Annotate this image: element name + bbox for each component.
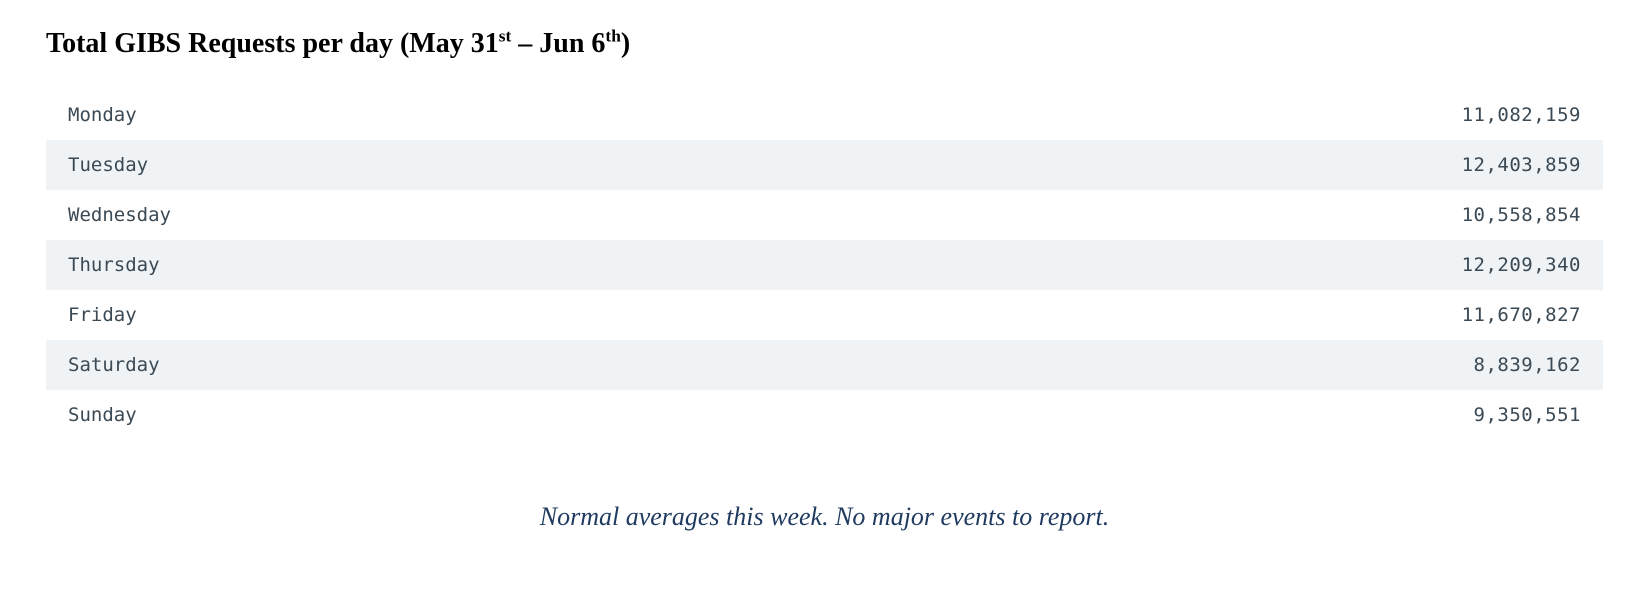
day-value: 9,350,551 <box>1474 404 1581 426</box>
day-label: Tuesday <box>68 154 148 176</box>
title-prefix: Total GIBS Requests per day (May 31 <box>46 28 499 59</box>
footer-note: Normal averages this week. No major even… <box>46 502 1603 532</box>
table-row: Friday 11,670,827 <box>46 290 1603 340</box>
title-mid: – Jun 6 <box>511 28 605 59</box>
page: Total GIBS Requests per day (May 31st – … <box>0 0 1649 572</box>
table-row: Thursday 12,209,340 <box>46 240 1603 290</box>
day-value: 12,209,340 <box>1462 254 1581 276</box>
title-sup1: st <box>499 27 512 46</box>
requests-table: Monday 11,082,159 Tuesday 12,403,859 Wed… <box>46 90 1603 440</box>
day-value: 11,082,159 <box>1462 104 1581 126</box>
day-value: 12,403,859 <box>1462 154 1581 176</box>
table-row: Tuesday 12,403,859 <box>46 140 1603 190</box>
table-row: Monday 11,082,159 <box>46 90 1603 140</box>
day-value: 10,558,854 <box>1462 204 1581 226</box>
page-title: Total GIBS Requests per day (May 31st – … <box>46 28 1603 60</box>
day-label: Friday <box>68 304 137 326</box>
title-sup2: th <box>605 27 620 46</box>
day-label: Monday <box>68 104 137 126</box>
table-row: Sunday 9,350,551 <box>46 390 1603 440</box>
day-label: Sunday <box>68 404 137 426</box>
title-suffix: ) <box>621 28 630 59</box>
day-label: Wednesday <box>68 204 171 226</box>
table-row: Wednesday 10,558,854 <box>46 190 1603 240</box>
day-value: 8,839,162 <box>1474 354 1581 376</box>
table-row: Saturday 8,839,162 <box>46 340 1603 390</box>
day-label: Thursday <box>68 254 160 276</box>
day-value: 11,670,827 <box>1462 304 1581 326</box>
day-label: Saturday <box>68 354 160 376</box>
